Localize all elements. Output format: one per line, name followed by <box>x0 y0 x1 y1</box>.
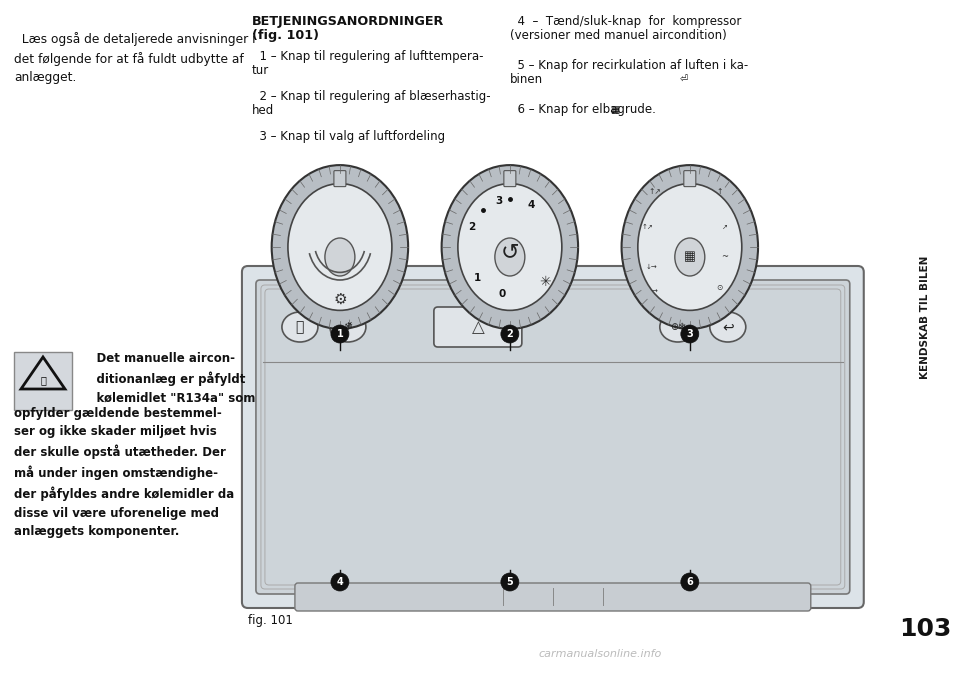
Ellipse shape <box>324 238 355 276</box>
Text: ~: ~ <box>721 253 729 261</box>
FancyBboxPatch shape <box>334 171 346 187</box>
Text: ⊕❄: ⊕❄ <box>670 322 686 332</box>
Ellipse shape <box>272 165 408 329</box>
Text: 2: 2 <box>507 329 514 339</box>
Text: 4: 4 <box>337 577 344 587</box>
FancyBboxPatch shape <box>242 266 864 608</box>
Text: →: → <box>652 289 658 295</box>
Text: ↑: ↑ <box>716 188 723 196</box>
Text: 5 – Knap for recirkulation af luften i ka-: 5 – Knap for recirkulation af luften i k… <box>510 59 748 72</box>
Circle shape <box>681 573 699 591</box>
Text: 3: 3 <box>686 329 693 339</box>
FancyBboxPatch shape <box>295 583 811 611</box>
Text: Det manuelle aircon-
    ditionanlæg er påfyldt
    kølemidlet "R134a" som: Det manuelle aircon- ditionanlæg er påfy… <box>80 352 255 404</box>
Text: 6: 6 <box>686 577 693 587</box>
Text: 2: 2 <box>468 221 475 232</box>
Text: ▦: ▦ <box>610 105 619 115</box>
Text: hed: hed <box>252 104 275 117</box>
FancyBboxPatch shape <box>504 171 516 187</box>
Text: 3 – Knap til valg af luftfordeling: 3 – Knap til valg af luftfordeling <box>252 130 445 143</box>
Text: 6 – Knap for elbagrude.: 6 – Knap for elbagrude. <box>510 103 656 116</box>
Text: 4: 4 <box>527 200 535 211</box>
Text: (versioner med manuel aircondition): (versioner med manuel aircondition) <box>510 29 727 42</box>
Text: fig. 101: fig. 101 <box>248 614 293 627</box>
Text: ⊙: ⊙ <box>716 282 723 292</box>
Text: 103: 103 <box>899 617 951 641</box>
Text: BETJENINGSANORDNINGER: BETJENINGSANORDNINGER <box>252 15 444 28</box>
Ellipse shape <box>494 238 525 276</box>
Text: ❄̸: ❄̸ <box>344 322 352 332</box>
Circle shape <box>681 325 699 343</box>
Text: 0: 0 <box>499 289 506 299</box>
FancyBboxPatch shape <box>256 280 850 594</box>
Text: ↑↗: ↑↗ <box>642 224 654 230</box>
Ellipse shape <box>288 183 392 310</box>
Ellipse shape <box>637 183 742 310</box>
Ellipse shape <box>709 312 746 342</box>
Text: binen: binen <box>510 73 543 86</box>
Text: 5: 5 <box>507 577 514 587</box>
Text: △: △ <box>471 318 484 336</box>
Text: KENDSKAB TIL BILEN: KENDSKAB TIL BILEN <box>920 255 930 378</box>
Text: ⚙: ⚙ <box>333 292 347 307</box>
Text: ✳: ✳ <box>539 275 551 289</box>
Text: 4  –  Tænd/sluk-knap  for  kompressor: 4 – Tænd/sluk-knap for kompressor <box>510 15 741 28</box>
FancyBboxPatch shape <box>434 307 522 347</box>
FancyBboxPatch shape <box>14 352 72 410</box>
Text: Læs også de detaljerede anvisninger i
det følgende for at få fuldt udbytte af
an: Læs også de detaljerede anvisninger i de… <box>14 32 255 85</box>
Text: 2 – Knap til regulering af blæserhastig-: 2 – Knap til regulering af blæserhastig- <box>252 90 491 103</box>
Ellipse shape <box>442 165 578 329</box>
Text: ↩: ↩ <box>722 320 733 334</box>
FancyBboxPatch shape <box>684 171 696 187</box>
Text: tur: tur <box>252 64 269 77</box>
Circle shape <box>501 573 518 591</box>
Text: 3: 3 <box>495 196 503 206</box>
Ellipse shape <box>675 238 705 276</box>
Text: ↑↗: ↑↗ <box>648 188 661 196</box>
Circle shape <box>501 325 518 343</box>
Ellipse shape <box>330 312 366 342</box>
Circle shape <box>331 573 348 591</box>
Text: carmanualsonline.info: carmanualsonline.info <box>539 649 661 659</box>
Text: ▦: ▦ <box>684 250 696 263</box>
Text: ↓→: ↓→ <box>646 264 658 270</box>
Text: 1: 1 <box>337 329 344 339</box>
Ellipse shape <box>660 312 696 342</box>
Text: ↺: ↺ <box>500 242 519 262</box>
Circle shape <box>331 325 348 343</box>
Text: (fig. 101): (fig. 101) <box>252 29 319 42</box>
Ellipse shape <box>621 165 758 329</box>
Text: ⏎: ⏎ <box>680 75 688 85</box>
Text: 1: 1 <box>474 273 481 283</box>
Ellipse shape <box>282 312 318 342</box>
Text: 🚗: 🚗 <box>40 375 46 385</box>
Ellipse shape <box>458 183 562 310</box>
Text: 1 – Knap til regulering af lufttempera-: 1 – Knap til regulering af lufttempera- <box>252 50 484 63</box>
Text: ↗: ↗ <box>722 224 728 230</box>
Text: 🚗: 🚗 <box>296 320 304 334</box>
Text: opfylder gældende bestemmel-
ser og ikke skader miljøet hvis
der skulle opstå ut: opfylder gældende bestemmel- ser og ikke… <box>14 407 234 538</box>
